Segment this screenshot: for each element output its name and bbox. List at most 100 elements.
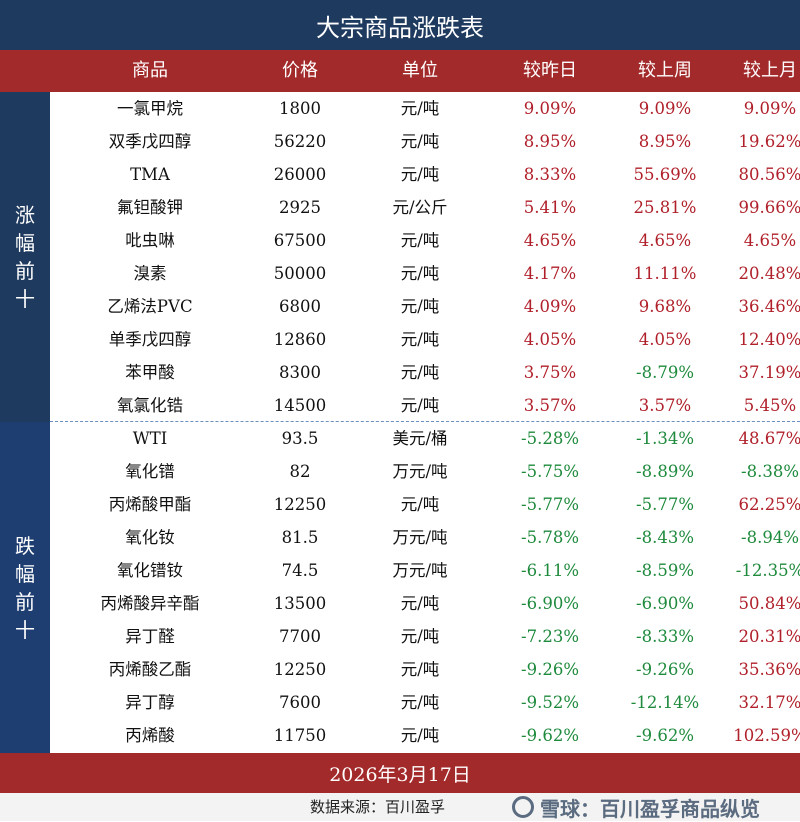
unit: 美元/桶	[392, 429, 448, 448]
change-vs-last-month: 9.09%	[743, 99, 797, 118]
side-char: 前	[15, 589, 35, 614]
table-row: WTI 93.5 美元/桶 -5.28% -1.34% 48.67%	[50, 422, 800, 455]
unit: 元/吨	[400, 660, 440, 679]
commodity-name: 氧化钕	[125, 528, 175, 547]
price: 2925	[279, 198, 321, 217]
change-vs-last-month: -8.38%	[741, 462, 799, 481]
change-vs-last-week: -8.33%	[636, 627, 694, 646]
price: 50000	[273, 264, 327, 283]
price: 12250	[273, 660, 327, 679]
commodity-name: 丙烯酸乙酯	[108, 660, 192, 679]
side-char: 十	[15, 617, 35, 642]
price: 7600	[279, 693, 321, 712]
change-vs-last-month: 48.67%	[738, 429, 800, 448]
header-vs-yesterday: 较昨日	[523, 60, 577, 81]
xueqiu-logo: 雪球：百川盈孚商品纵览	[512, 794, 760, 821]
table-row: 氟钽酸钾 2925 元/公斤 5.41% 25.81% 99.66%	[50, 191, 800, 224]
side-char: 幅	[15, 231, 35, 255]
change-vs-yesterday: 8.95%	[523, 132, 577, 151]
side-label-top-losers: 跌 幅 前 十	[0, 422, 50, 753]
unit: 元/吨	[400, 264, 440, 283]
table-row: 溴素 50000 元/吨 4.17% 11.11% 20.48%	[50, 257, 800, 290]
table-header: 商品 价格 单位 较昨日 较上周 较上月	[0, 50, 800, 92]
change-vs-last-week: 8.95%	[638, 132, 692, 151]
change-vs-last-week: 25.81%	[633, 198, 697, 217]
change-vs-yesterday: -7.23%	[521, 627, 579, 646]
table-row: 苯甲酸 8300 元/吨 3.75% -8.79% 37.19%	[50, 356, 800, 389]
change-vs-yesterday: 3.75%	[523, 363, 577, 382]
price: 81.5	[281, 528, 319, 547]
header-price: 价格	[282, 60, 318, 81]
change-vs-last-week: 9.09%	[638, 99, 692, 118]
change-vs-yesterday: -6.11%	[521, 561, 579, 580]
commodity-name: 乙烯法PVC	[107, 297, 193, 316]
change-vs-last-month: 102.59%	[733, 726, 800, 745]
change-vs-last-week: -12.14%	[630, 693, 700, 712]
change-vs-last-month: 37.19%	[738, 363, 800, 382]
commodity-name: WTI	[132, 429, 168, 448]
table-row: 氧化钕 81.5 万元/吨 -5.78% -8.43% -8.94%	[50, 521, 800, 554]
commodity-name: 丙烯酸	[125, 726, 175, 745]
table-row: 异丁醛 7700 元/吨 -7.23% -8.33% 20.31%	[50, 620, 800, 653]
change-vs-last-week: 11.11%	[633, 264, 697, 283]
change-vs-yesterday: 4.17%	[523, 264, 577, 283]
change-vs-last-month: 4.65%	[743, 231, 797, 250]
unit: 万元/吨	[392, 528, 448, 547]
logo-text: 雪球：百川盈孚商品纵览	[540, 796, 760, 821]
change-vs-yesterday: -5.77%	[521, 495, 579, 514]
table-row: 双季戊四醇 56220 元/吨 8.95% 8.95% 19.62%	[50, 125, 800, 158]
table-row: 乙烯法PVC 6800 元/吨 4.09% 9.68% 36.46%	[50, 290, 800, 323]
change-vs-yesterday: 3.57%	[523, 396, 577, 415]
table-row: 丙烯酸乙酯 12250 元/吨 -9.26% -9.26% 35.36%	[50, 653, 800, 686]
unit: 元/吨	[400, 726, 440, 745]
table-row: 丙烯酸异辛酯 13500 元/吨 -6.90% -6.90% 50.84%	[50, 587, 800, 620]
price: 93.5	[281, 429, 319, 448]
price: 11750	[273, 726, 327, 745]
price: 12860	[273, 330, 327, 349]
unit: 元/公斤	[392, 198, 448, 217]
change-vs-yesterday: 5.41%	[523, 198, 577, 217]
side-char: 十	[15, 287, 35, 311]
price: 26000	[273, 165, 327, 184]
date-label: 2026年3月17日	[0, 753, 800, 793]
side-label-top-gainers: 涨 幅 前 十	[0, 92, 50, 422]
page-title: 大宗商品涨跌表	[0, 0, 800, 50]
price: 8300	[279, 363, 321, 382]
unit: 元/吨	[400, 495, 440, 514]
price: 56220	[273, 132, 327, 151]
change-vs-last-month: 12.40%	[738, 330, 800, 349]
change-vs-yesterday: -9.26%	[521, 660, 579, 679]
change-vs-last-month: 5.45%	[743, 396, 797, 415]
section-divider	[50, 421, 800, 422]
unit: 元/吨	[400, 132, 440, 151]
unit: 元/吨	[400, 363, 440, 382]
unit: 元/吨	[400, 396, 440, 415]
change-vs-last-month: 20.31%	[738, 627, 800, 646]
commodity-name: 吡虫啉	[125, 231, 175, 250]
change-vs-last-week: -8.59%	[636, 561, 694, 580]
unit: 元/吨	[400, 231, 440, 250]
change-vs-last-week: -5.77%	[636, 495, 694, 514]
unit: 元/吨	[400, 330, 440, 349]
change-vs-yesterday: -9.52%	[521, 693, 579, 712]
side-char: 跌	[15, 533, 35, 558]
change-vs-last-week: -9.62%	[636, 726, 694, 745]
change-vs-last-month: 20.48%	[738, 264, 800, 283]
snowball-icon	[512, 796, 534, 818]
commodity-name: 双季戊四醇	[108, 132, 192, 151]
change-vs-yesterday: -5.28%	[521, 429, 579, 448]
change-vs-last-week: -8.89%	[636, 462, 694, 481]
table-row: 丙烯酸 11750 元/吨 -9.62% -9.62% 102.59%	[50, 719, 800, 752]
commodity-name: 氧氯化锆	[117, 396, 183, 415]
change-vs-last-week: 55.69%	[633, 165, 697, 184]
table-row: 单季戊四醇 12860 元/吨 4.05% 4.05% 12.40%	[50, 323, 800, 356]
commodity-name: 氧化镨钕	[117, 561, 183, 580]
unit: 元/吨	[400, 693, 440, 712]
change-vs-yesterday: -5.78%	[521, 528, 579, 547]
price: 13500	[273, 594, 327, 613]
commodity-name: 单季戊四醇	[108, 330, 192, 349]
change-vs-last-week: 4.65%	[638, 231, 692, 250]
change-vs-last-week: -8.43%	[636, 528, 694, 547]
change-vs-last-month: 50.84%	[738, 594, 800, 613]
unit: 万元/吨	[392, 561, 448, 580]
